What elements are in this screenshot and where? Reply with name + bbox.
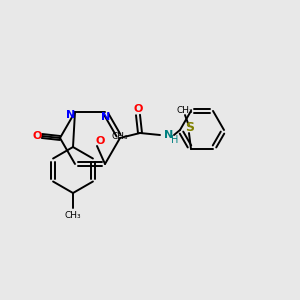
Text: N: N xyxy=(164,130,173,140)
Text: O: O xyxy=(32,131,42,141)
Text: O: O xyxy=(95,136,105,146)
Text: N: N xyxy=(66,110,76,120)
Text: CH₃: CH₃ xyxy=(111,133,128,142)
Text: CH₃: CH₃ xyxy=(177,106,193,115)
Text: S: S xyxy=(185,121,194,134)
Text: H: H xyxy=(171,135,178,145)
Text: O: O xyxy=(133,104,143,114)
Text: N: N xyxy=(101,112,111,122)
Text: CH₃: CH₃ xyxy=(65,211,81,220)
